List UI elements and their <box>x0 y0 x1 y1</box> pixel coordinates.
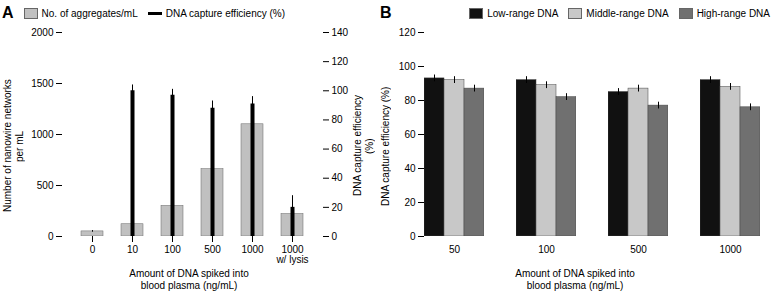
svg-text:20: 20 <box>404 197 416 208</box>
svg-text:40: 40 <box>404 163 416 174</box>
svg-text:60: 60 <box>332 143 344 154</box>
html-text:DNA capture efficiency (%): DNA capture efficiency (%) <box>352 95 375 197</box>
html-text:DNA capture efficiency (%): DNA capture efficiency (%) <box>165 7 285 19</box>
html-text:A: A <box>2 4 14 21</box>
html-text:Amount of DNA spiked into bloo: Amount of DNA spiked into blood plasma (… <box>515 268 635 291</box>
svg-text:500: 500 <box>37 180 54 191</box>
svg-text:500: 500 <box>204 244 221 255</box>
svg-text:1000: 1000 <box>719 244 742 255</box>
html-text:Number of nanowire networks pe: Number of nanowire networks per mL <box>2 79 25 213</box>
svg-text:100: 100 <box>332 85 349 96</box>
svg-text:120: 120 <box>399 27 416 38</box>
html-text:No. of aggregates/mL: No. of aggregates/mL <box>41 7 138 19</box>
svg-text:100: 100 <box>399 61 416 72</box>
svg-text:1500: 1500 <box>31 78 54 89</box>
svg-text:140: 140 <box>332 27 349 38</box>
svg-text:50: 50 <box>449 244 461 255</box>
html-text:Low-range DNA: Low-range DNA <box>487 7 559 19</box>
svg-text:0: 0 <box>48 231 54 242</box>
svg-text:500: 500 <box>630 244 647 255</box>
svg-text:120: 120 <box>332 56 349 67</box>
svg-text:0: 0 <box>90 244 96 255</box>
svg-text:0: 0 <box>332 231 338 242</box>
svg-text:0: 0 <box>410 231 416 242</box>
svg-text:10: 10 <box>127 244 139 255</box>
svg-text:100: 100 <box>164 244 181 255</box>
html-text:High-range DNA: High-range DNA <box>696 7 770 19</box>
svg-text:60: 60 <box>404 129 416 140</box>
html-text:Middle-range DNA: Middle-range DNA <box>586 7 669 19</box>
svg-text:80: 80 <box>332 114 344 125</box>
html-text:DNA capture efficiency (%): DNA capture efficiency (%) <box>380 86 391 206</box>
svg-text:100: 100 <box>538 244 555 255</box>
svg-text:20: 20 <box>332 202 344 213</box>
svg-text:1000: 1000 <box>241 244 264 255</box>
svg-text:2000: 2000 <box>31 27 54 38</box>
html-text:B: B <box>380 4 392 21</box>
html-text:Amount of DNA spiked into bloo: Amount of DNA spiked into blood plasma (… <box>129 268 249 291</box>
svg-text:40: 40 <box>332 172 344 183</box>
svg-text:80: 80 <box>404 95 416 106</box>
svg-text:1000: 1000 <box>31 129 54 140</box>
svg-text:1000w/ lysis: 1000w/ lysis <box>275 244 308 265</box>
